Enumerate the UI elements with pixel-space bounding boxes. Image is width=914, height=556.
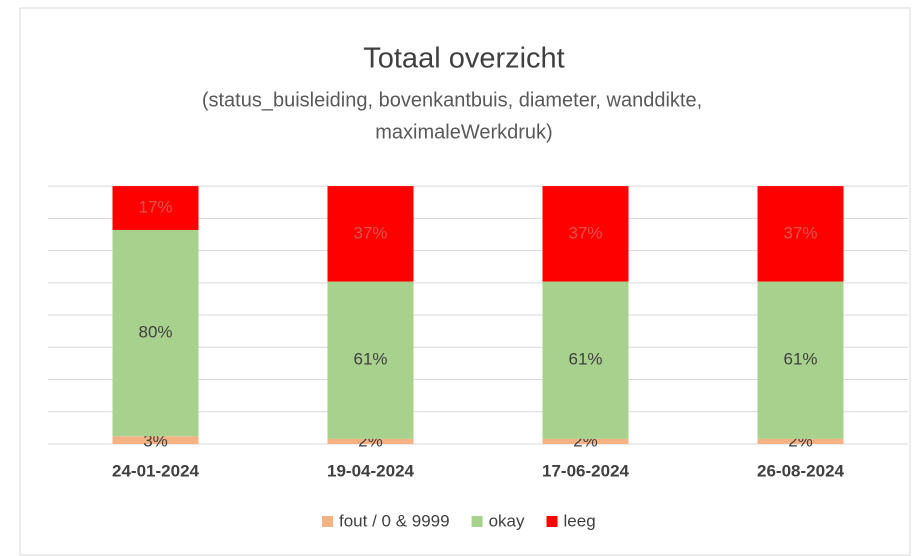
bar-segment [112, 229, 199, 437]
bar-segment [757, 438, 844, 444]
bar-segment [542, 186, 629, 282]
legend-label: fout / 0 & 9999 [339, 511, 450, 530]
chart-title: Totaal overzicht [363, 43, 565, 75]
bar-segment [542, 438, 629, 444]
data-label: 37% [783, 223, 817, 242]
data-label: 61% [353, 350, 387, 369]
legend-label: leeg [564, 511, 596, 530]
chart-subtitle: maximaleWerkdruk) [375, 121, 552, 143]
legend-label: okay [489, 511, 525, 530]
bar-segment [112, 436, 199, 444]
data-label: 17% [138, 198, 172, 217]
data-label: 61% [783, 350, 817, 369]
bar-segment [327, 281, 414, 439]
bar-segment [112, 186, 199, 230]
data-label: 37% [568, 223, 602, 242]
x-tick-label: 26-08-2024 [757, 461, 845, 480]
x-tick-label: 17-06-2024 [542, 461, 630, 480]
bar-segment [757, 186, 844, 282]
bar-segment [542, 281, 629, 439]
legend-swatch [322, 516, 333, 527]
legend-swatch [546, 516, 558, 527]
data-label: 61% [568, 350, 602, 369]
bar-segment [757, 281, 844, 439]
bar-segment [327, 186, 414, 282]
bar-segment [327, 438, 414, 444]
x-tick-label: 24-01-2024 [112, 461, 200, 480]
data-label: 80% [138, 323, 172, 342]
data-label: 37% [353, 223, 387, 242]
x-tick-label: 19-04-2024 [327, 461, 415, 480]
legend-swatch [471, 516, 483, 527]
chart-subtitle: (status_buisleiding, bovenkantbuis, diam… [202, 89, 702, 111]
